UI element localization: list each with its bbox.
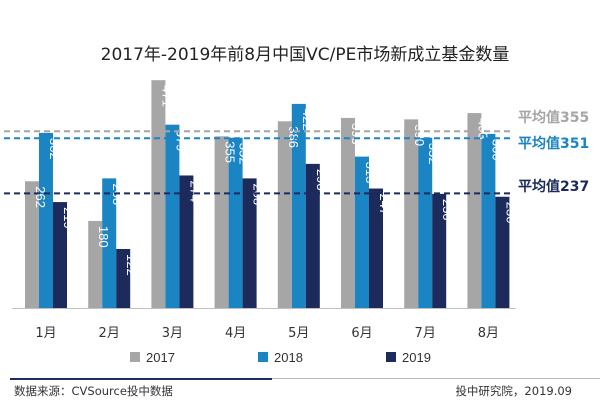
bar-2017-5 [341, 117, 355, 309]
value-label-2018-2: 379 [173, 130, 188, 152]
average-lines-group: 平均值355 平均值351 平均值237 [4, 109, 589, 195]
bar-2017-4 [277, 121, 292, 309]
bar-2018-4 [291, 103, 306, 308]
average-label-1: 平均值351 [518, 135, 589, 152]
footer-rule-light [272, 378, 600, 379]
value-label-2018-4: 422 [300, 109, 315, 131]
legend-label-2017: 2017 [146, 350, 175, 365]
value-label-2019-1: 122 [124, 254, 139, 276]
value-label-2017-2: 471 [159, 85, 174, 107]
bar-2017-7 [467, 113, 482, 308]
bar-2017-6 [404, 119, 419, 309]
legend-swatch-2018 [258, 352, 268, 362]
x-tick-label-6: 7月 [415, 326, 436, 341]
bar-2019-7 [495, 196, 510, 308]
bar-2018-6 [418, 137, 433, 308]
bar-2019-0 [53, 202, 67, 308]
x-tick-label-5: 6月 [351, 326, 372, 341]
bar-2018-7 [481, 133, 496, 308]
legend-swatch-2017 [130, 352, 140, 362]
x-tick-label-7: 8月 [478, 326, 499, 341]
value-label-2017-0: 262 [33, 186, 48, 208]
chart-title: 2017年-2019年前8月中国VC/PE市场新成立基金数量 [100, 45, 510, 65]
x-tick-label-3: 4月 [225, 326, 246, 341]
value-label-2019-7: 230 [503, 202, 518, 224]
value-label-2018-7: 360 [489, 139, 504, 161]
value-label-2019-2: 274 [187, 180, 202, 202]
footer-credit: 投中研究院，2019.09 [455, 384, 572, 398]
average-label-0: 平均值355 [518, 109, 589, 126]
bar-2019-1 [116, 248, 131, 308]
value-label-2019-6: 236 [440, 199, 455, 221]
average-label-2: 平均值237 [518, 178, 589, 195]
bar-2018-0 [39, 132, 53, 308]
x-tick-label-0: 1月 [35, 326, 56, 341]
footer-rule-dark [10, 378, 272, 380]
bar-2019-2 [179, 175, 194, 308]
bar-2018-3 [228, 137, 243, 308]
bar-2019-6 [432, 193, 447, 308]
value-label-2018-5: 313 [363, 162, 378, 184]
legend-swatch-2019 [386, 352, 396, 362]
legend-label-2018: 2018 [274, 350, 303, 365]
value-label-2018-0: 362 [47, 138, 62, 160]
value-label-2017-4: 386 [286, 126, 301, 148]
bar-2019-3 [242, 178, 257, 308]
value-label-2017-1: 180 [96, 226, 111, 248]
legend: 2017 2018 2019 [130, 350, 431, 365]
bar-2019-5 [369, 188, 383, 308]
value-label-2017-3: 355 [223, 141, 238, 163]
bar-2017-3 [214, 136, 229, 308]
x-tick-label-4: 5月 [288, 326, 309, 341]
value-label-2019-4: 298 [314, 169, 329, 191]
x-tick-label-1: 2月 [99, 326, 120, 341]
bar-2018-2 [165, 124, 180, 309]
value-label-2019-5: 247 [377, 194, 392, 216]
value-label-2018-3: 352 [237, 143, 252, 165]
bar-2019-4 [305, 163, 320, 308]
bar-2018-5 [355, 156, 369, 308]
bar-2018-1 [102, 178, 117, 308]
bar-2017-1 [88, 220, 103, 308]
value-label-2017-6: 390 [412, 124, 427, 146]
value-label-2017-7: 403 [475, 118, 490, 140]
x-tick-label-2: 3月 [162, 326, 183, 341]
value-label-2019-0: 219 [61, 207, 76, 229]
bar-2017-0 [25, 181, 39, 308]
footer-source: 数据来源：CVSource投中数据 [14, 384, 173, 398]
x-tick-labels-group: 1月 2月 3月 4月 5月 6月 7月 8月 [35, 326, 499, 341]
legend-label-2019: 2019 [402, 350, 431, 365]
value-label-2017-5: 393 [349, 123, 364, 145]
value-label-2018-6: 352 [426, 143, 441, 165]
